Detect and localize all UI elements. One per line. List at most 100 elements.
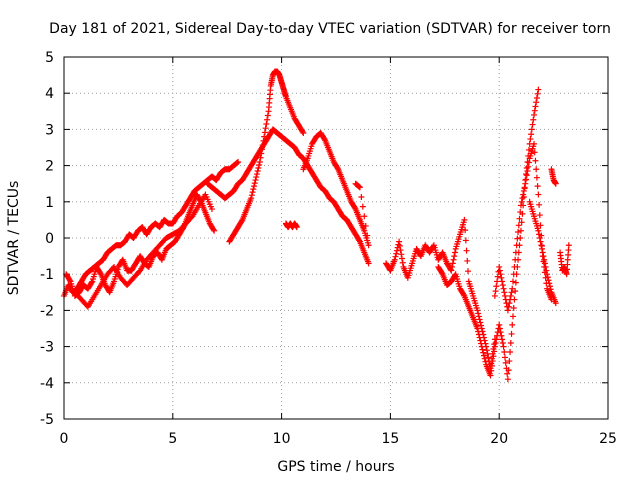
data-point-arc-i bbox=[509, 313, 516, 320]
data-point-arc-j bbox=[533, 174, 540, 181]
data-point-arc-k bbox=[535, 227, 542, 234]
data-point-arc-f bbox=[365, 242, 372, 249]
y-tick-label: -1 bbox=[40, 267, 54, 283]
data-point-arc-f bbox=[334, 165, 341, 172]
data-point-arc-k bbox=[540, 253, 547, 260]
data-point-arc-e bbox=[251, 183, 258, 190]
data-point-arc-j bbox=[506, 300, 513, 307]
data-point-arc-e bbox=[256, 158, 263, 165]
data-point-arc-i bbox=[534, 90, 541, 97]
data-point-arc-i bbox=[529, 121, 536, 128]
data-point-arc-j bbox=[515, 228, 522, 235]
data-point-arc-j bbox=[518, 198, 525, 205]
data-point-arc-j bbox=[512, 256, 519, 263]
data-point-arc-j bbox=[519, 195, 526, 202]
data-point-arc-h bbox=[450, 256, 457, 263]
data-point-arc-e bbox=[263, 120, 270, 127]
data-point-arc-j bbox=[491, 292, 498, 299]
data-point-arc-e bbox=[256, 161, 263, 168]
x-tick-label: 25 bbox=[599, 431, 617, 447]
data-point-arc-c bbox=[136, 268, 143, 275]
data-point-arc-i bbox=[478, 343, 485, 350]
data-point-arc-k bbox=[541, 260, 548, 267]
data-point-arc-i bbox=[499, 339, 506, 346]
data-point-arc-i bbox=[477, 337, 484, 344]
data-point-arc-j bbox=[500, 285, 507, 292]
data-point-arc-j bbox=[531, 140, 538, 147]
data-point-arc-b bbox=[97, 269, 104, 276]
data-point-arc-i bbox=[480, 349, 487, 356]
data-point-arc-h bbox=[448, 267, 455, 274]
data-point-arc-i bbox=[531, 107, 538, 114]
data-point-arc-h bbox=[462, 227, 469, 234]
data-point-arc-d bbox=[356, 237, 363, 244]
data-point-arc-k bbox=[541, 256, 548, 263]
data-point-arc-i bbox=[491, 348, 498, 355]
x-tick-label: 10 bbox=[273, 431, 291, 447]
data-point-arc-k bbox=[538, 245, 545, 252]
data-point-arc-h bbox=[397, 247, 404, 254]
x-tick-label: 0 bbox=[60, 431, 69, 447]
data-point-arc-i bbox=[478, 340, 485, 347]
data-point-arc-h bbox=[449, 260, 456, 267]
x-tick-label: 15 bbox=[381, 431, 399, 447]
data-point-arc-i bbox=[517, 235, 524, 241]
data-point-arc-i bbox=[502, 359, 509, 366]
data-point-arc-e bbox=[249, 189, 256, 196]
data-point-arc-h bbox=[395, 241, 402, 248]
data-point-arc-h bbox=[464, 257, 471, 264]
data-point-arc-c bbox=[188, 214, 195, 221]
y-tick-label: 4 bbox=[45, 86, 54, 102]
data-point-arc-i bbox=[525, 146, 532, 153]
data-point-arc-i bbox=[498, 332, 505, 339]
data-point-arc-i bbox=[535, 86, 542, 93]
data-point-arc-j bbox=[511, 263, 518, 270]
grid-lines bbox=[64, 57, 608, 419]
data-point-arc-j bbox=[499, 282, 506, 289]
data-point-arc-i bbox=[507, 349, 514, 356]
data-point-arc-k bbox=[547, 286, 554, 293]
data-point-arc-i bbox=[487, 372, 494, 379]
data-point-arc-i bbox=[476, 334, 483, 341]
data-point-arc-k bbox=[546, 280, 553, 287]
x-tick-label: 20 bbox=[490, 431, 508, 447]
data-point-arc-b bbox=[66, 277, 73, 284]
data-point-arc-b bbox=[211, 227, 218, 234]
data-point-arc-e bbox=[238, 218, 245, 225]
data-point-arc-f bbox=[321, 136, 328, 143]
data-point-arc-h bbox=[399, 255, 406, 262]
data-point-arc-e bbox=[254, 168, 261, 175]
data-point-arc-j bbox=[533, 166, 540, 173]
data-point-arc-h bbox=[465, 268, 472, 275]
data-point-arc-i bbox=[504, 376, 511, 383]
data-point-arc-f bbox=[353, 181, 360, 188]
data-point-arc-i bbox=[500, 343, 507, 350]
data-point-arc-i bbox=[530, 116, 537, 123]
data-point-arc-j bbox=[525, 159, 532, 166]
data-point-arc-i bbox=[481, 355, 488, 362]
data-point-arc-k bbox=[536, 231, 543, 238]
data-point-arc-h bbox=[483, 347, 490, 354]
data-point-arc-h bbox=[478, 322, 485, 329]
data-point-arc-j bbox=[534, 183, 541, 190]
data-point-arc-h bbox=[476, 316, 483, 323]
data-point-arc-j bbox=[523, 176, 530, 183]
data-point-arc-i bbox=[460, 291, 467, 298]
data-point-arc-f bbox=[352, 180, 359, 187]
data-point-arc-j bbox=[493, 283, 500, 290]
data-point-arc-e bbox=[260, 137, 267, 144]
data-point-arc-e bbox=[251, 180, 258, 187]
data-point-arc-j bbox=[510, 271, 517, 278]
data-point-arc-h bbox=[461, 216, 468, 223]
data-point-arc-j bbox=[496, 263, 503, 270]
data-point-arc-m bbox=[552, 180, 559, 187]
data-point-arc-j bbox=[497, 271, 504, 278]
data-point-arc-h bbox=[475, 313, 482, 320]
data-point-arc-e bbox=[261, 133, 268, 140]
data-point-arc-j bbox=[514, 235, 521, 242]
data-point-arc-j bbox=[523, 172, 530, 179]
y-tick-labels: -5 -4 -3 -2 -1 0 1 2 3 4 5 bbox=[40, 50, 54, 428]
data-point-arc-i bbox=[508, 330, 515, 337]
